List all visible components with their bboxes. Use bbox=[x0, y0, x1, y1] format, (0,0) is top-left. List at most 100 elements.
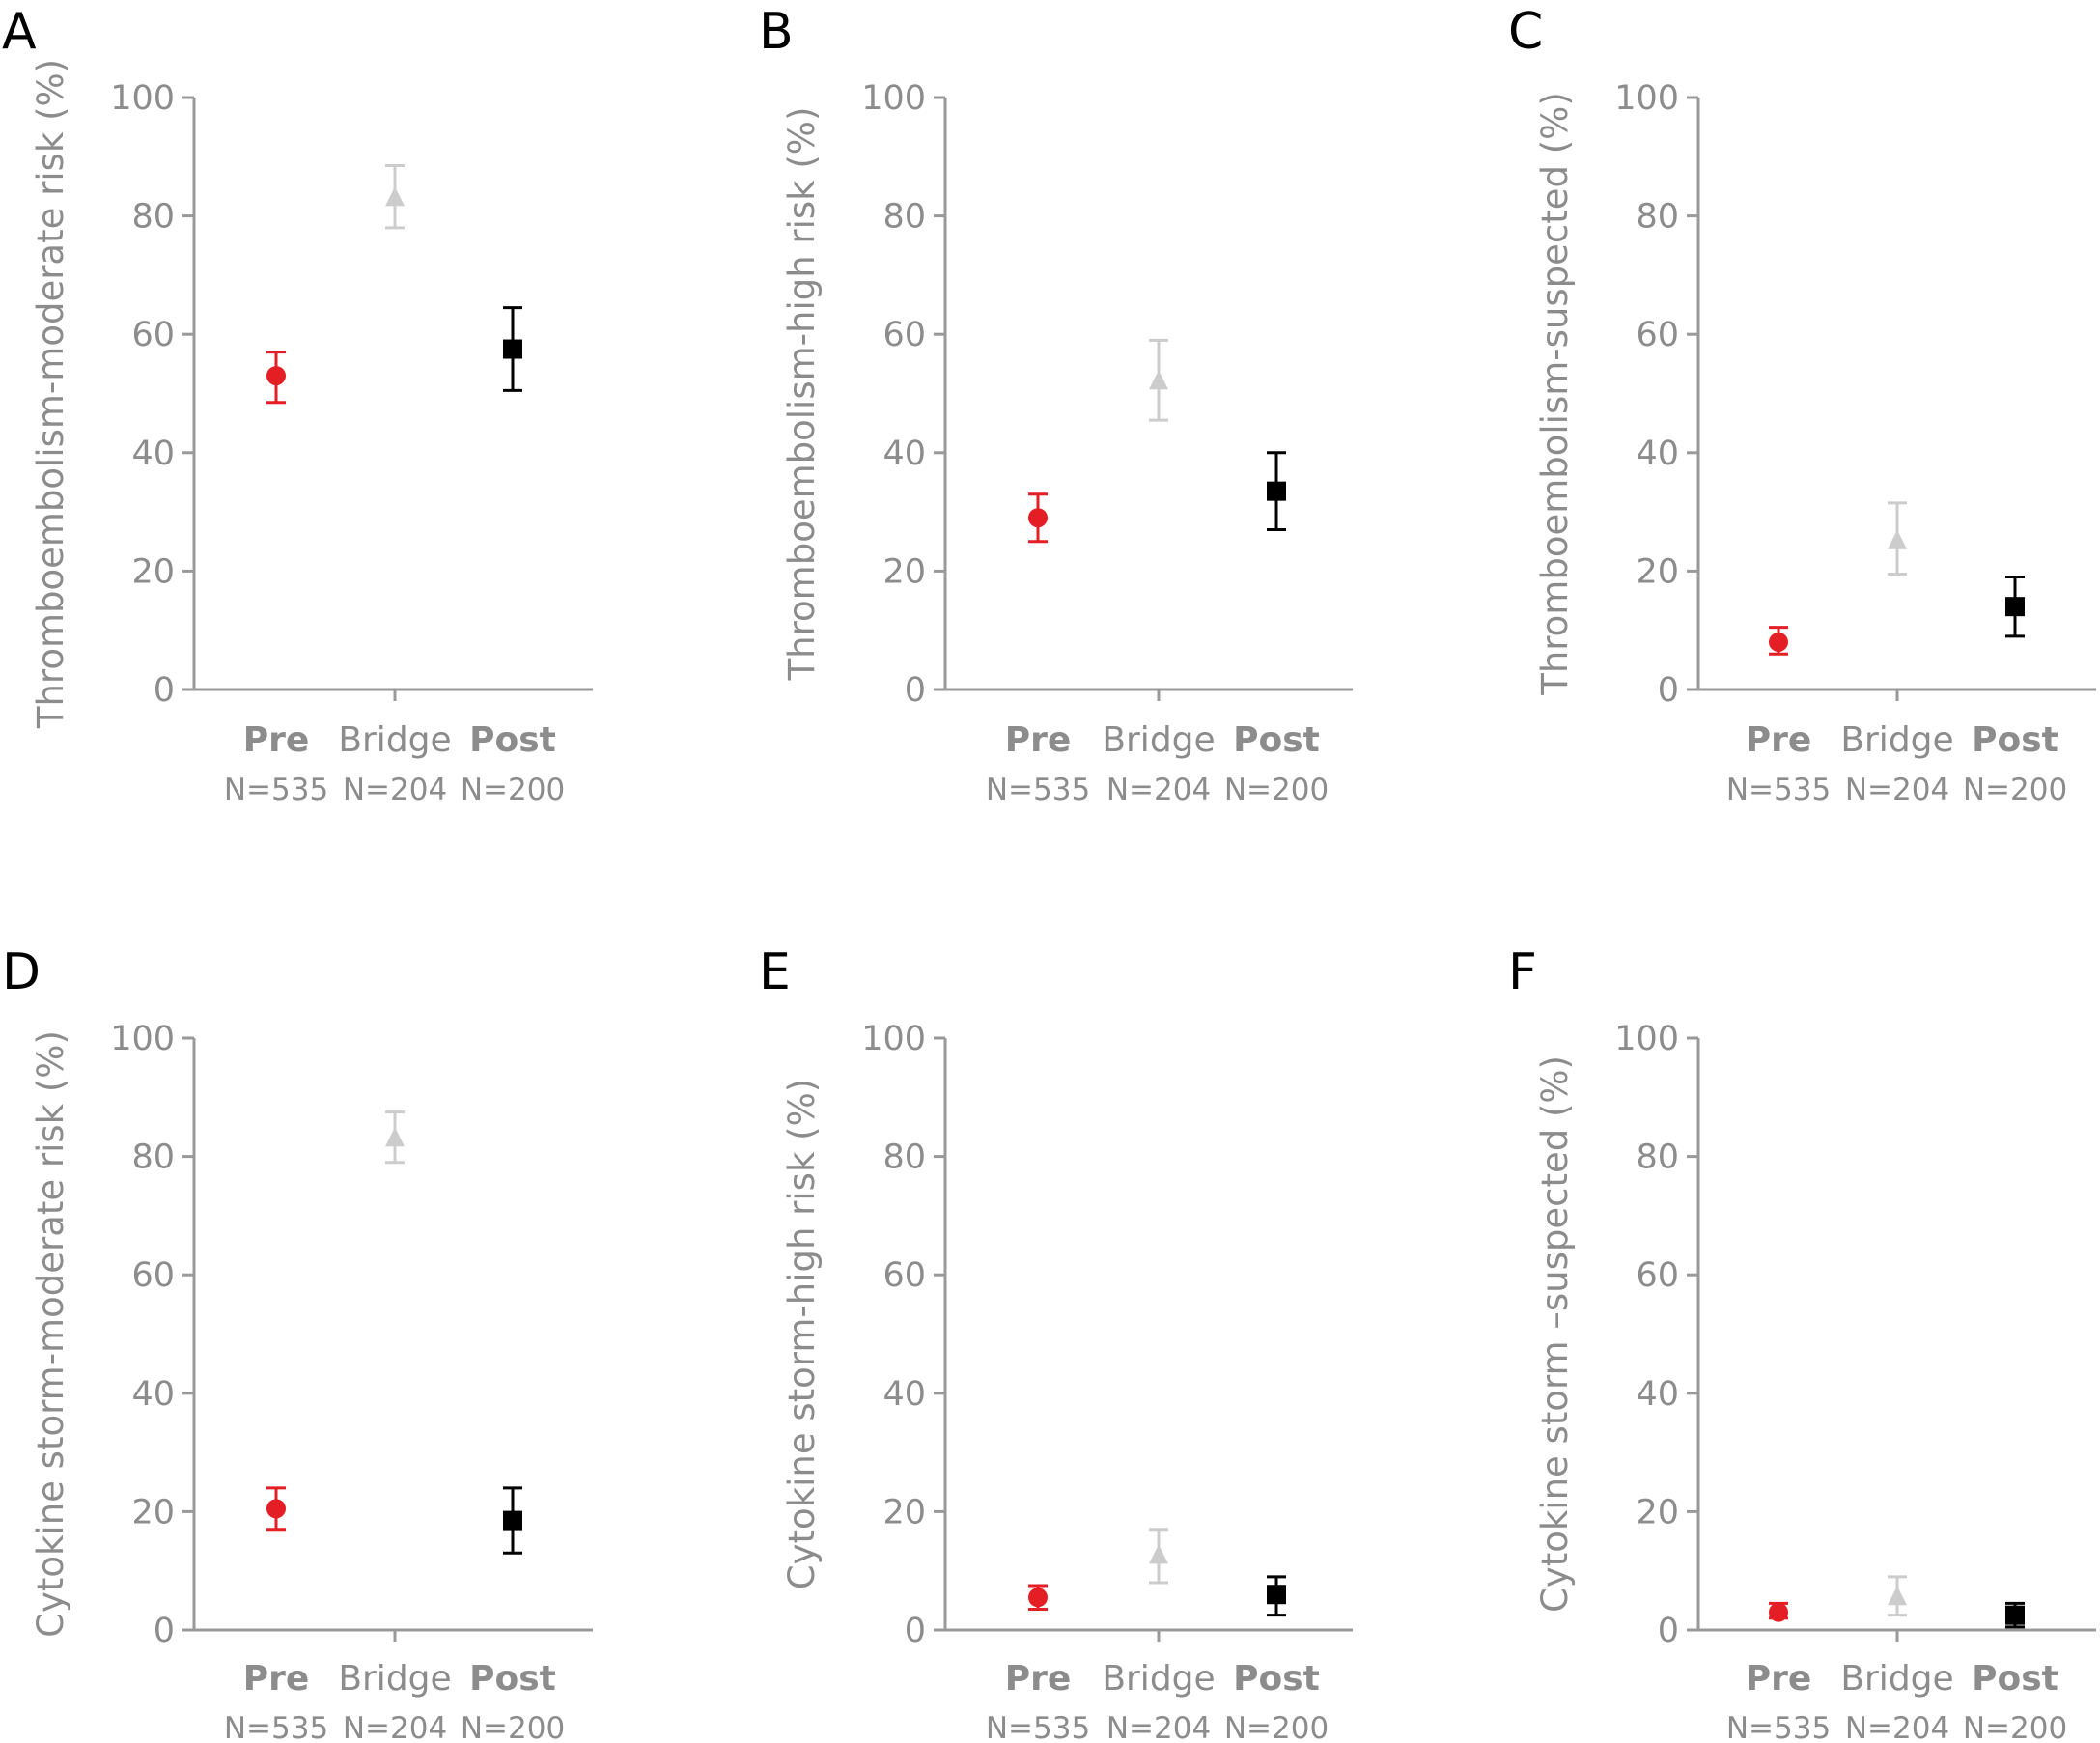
y-tick-label: 80 bbox=[1636, 198, 1679, 237]
y-tick-label: 100 bbox=[110, 79, 175, 118]
sample-size-label: N=535 bbox=[224, 1711, 328, 1743]
panel-d: D 0 20 40 60 80 100 Cytokine storm-moderate ris… bbox=[2, 943, 593, 1743]
x-category-label: Pre bbox=[243, 1659, 310, 1699]
sample-size-label: N=535 bbox=[224, 773, 328, 807]
y-tick-label: 60 bbox=[131, 316, 175, 354]
y-tick-label: 40 bbox=[1636, 435, 1679, 473]
y-tick-label: 60 bbox=[882, 1256, 926, 1295]
y-tick-label: 20 bbox=[131, 552, 175, 591]
y-tick-label: 80 bbox=[1636, 1139, 1679, 1177]
panel-label: F bbox=[1508, 943, 1537, 1001]
x-category-label: Bridge bbox=[1102, 1659, 1215, 1699]
y-tick-label: 20 bbox=[131, 1493, 175, 1532]
panel-e: E 0 20 40 60 80 100 Cytokine storm-high risk (%… bbox=[759, 943, 1353, 1743]
data-point-post bbox=[1267, 451, 1286, 531]
data-point-post bbox=[503, 1486, 522, 1555]
panel-a: A 0 20 40 60 80 100 Thromboembolism-moderate ri… bbox=[2, 3, 593, 807]
y-tick-label: 20 bbox=[882, 1493, 926, 1532]
sample-size-label: N=204 bbox=[1845, 1711, 1949, 1743]
marker-triangle bbox=[385, 186, 405, 207]
panel-b: B 0 20 40 60 80 100 Thromboembolism-high risk (… bbox=[759, 3, 1353, 807]
x-category-label: Bridge bbox=[1840, 1659, 1953, 1699]
data-point-bridge bbox=[1149, 338, 1168, 422]
marker-circle bbox=[1028, 1588, 1048, 1608]
marker-square bbox=[503, 339, 522, 359]
y-axis-label: Thromboembolism-suspected (%) bbox=[1534, 92, 1576, 696]
marker-circle bbox=[1769, 632, 1788, 652]
x-category-label: Post bbox=[1233, 720, 1320, 760]
y-tick-label: 80 bbox=[882, 1139, 926, 1177]
y-tick-label: 100 bbox=[1614, 1020, 1679, 1058]
data-point-post bbox=[1267, 1575, 1286, 1617]
marker-triangle bbox=[1149, 370, 1168, 390]
marker-triangle bbox=[1888, 529, 1907, 549]
x-category-label: Bridge bbox=[338, 720, 451, 760]
x-category-label: Bridge bbox=[1102, 720, 1215, 760]
x-category-label: Pre bbox=[243, 720, 310, 760]
x-category-label: Post bbox=[469, 1659, 556, 1699]
data-point-post bbox=[503, 306, 522, 392]
marker-square bbox=[2005, 1605, 2025, 1625]
sample-size-label: N=200 bbox=[461, 773, 565, 807]
y-axis-label: Cytokine storm-high risk (%) bbox=[781, 1079, 823, 1589]
y-tick-label: 60 bbox=[131, 1256, 175, 1295]
sample-size-label: N=204 bbox=[343, 773, 447, 807]
panel-c: C 0 20 40 60 80 100 Thromboembolism-suspected (… bbox=[1508, 3, 2096, 807]
panel-f: F 0 20 40 60 80 100 Cytokine storm –suspected (… bbox=[1508, 943, 2096, 1743]
y-tick-label: 0 bbox=[154, 671, 175, 710]
data-point-bridge bbox=[1149, 1528, 1168, 1585]
sample-size-label: N=200 bbox=[1963, 773, 2067, 807]
panel-label: E bbox=[759, 943, 791, 1001]
marker-circle bbox=[1028, 508, 1048, 528]
marker-square bbox=[2005, 597, 2025, 617]
marker-square bbox=[503, 1510, 522, 1531]
y-tick-label: 40 bbox=[882, 435, 926, 473]
marker-square bbox=[1267, 1585, 1286, 1605]
y-tick-label: 20 bbox=[1636, 1493, 1679, 1532]
y-tick-label: 0 bbox=[905, 1612, 926, 1650]
marker-triangle bbox=[385, 1127, 405, 1147]
x-category-label: Post bbox=[469, 720, 556, 760]
sample-size-label: N=204 bbox=[1845, 773, 1949, 807]
y-tick-label: 80 bbox=[882, 198, 926, 237]
y-axis-label: Cytokine storm –suspected (%) bbox=[1534, 1055, 1576, 1613]
data-point-post bbox=[2005, 1601, 2025, 1629]
marker-circle bbox=[266, 1499, 286, 1519]
sample-size-label: N=535 bbox=[1726, 1711, 1831, 1743]
sample-size-label: N=200 bbox=[1224, 1711, 1329, 1743]
sample-size-label: N=200 bbox=[1224, 773, 1329, 807]
panel-label: D bbox=[2, 943, 41, 1001]
y-tick-label: 0 bbox=[154, 1612, 175, 1650]
sample-size-label: N=204 bbox=[343, 1711, 447, 1743]
data-point-pre bbox=[266, 1486, 286, 1532]
x-category-label: Post bbox=[1972, 1659, 2058, 1699]
data-point-bridge bbox=[385, 1110, 405, 1165]
x-category-label: Pre bbox=[1005, 1659, 1072, 1699]
sample-size-label: N=200 bbox=[461, 1711, 565, 1743]
x-category-label: Pre bbox=[1746, 1659, 1812, 1699]
sample-size-label: N=535 bbox=[1726, 773, 1831, 807]
y-tick-label: 100 bbox=[861, 79, 926, 118]
data-point-bridge bbox=[1888, 1575, 1907, 1617]
y-axis-label: Thromboembolism-moderate risk (%) bbox=[30, 59, 71, 729]
data-point-pre bbox=[1769, 1601, 1788, 1622]
sample-size-label: N=204 bbox=[1106, 773, 1211, 807]
y-tick-label: 100 bbox=[861, 1020, 926, 1058]
data-point-post bbox=[2005, 576, 2025, 638]
y-axis-label: Thromboembolism-high risk (%) bbox=[781, 107, 823, 682]
x-category-label: Bridge bbox=[1840, 720, 1953, 760]
x-category-label: Bridge bbox=[338, 1659, 451, 1699]
y-tick-label: 40 bbox=[131, 435, 175, 473]
data-point-pre bbox=[266, 351, 286, 405]
sample-size-label: N=204 bbox=[1106, 1711, 1211, 1743]
panel-label: A bbox=[2, 3, 37, 61]
data-point-pre bbox=[1028, 492, 1048, 544]
marker-square bbox=[1267, 481, 1286, 501]
sample-size-label: N=535 bbox=[986, 1711, 1090, 1743]
data-point-bridge bbox=[385, 163, 405, 230]
y-tick-label: 40 bbox=[131, 1375, 175, 1414]
x-category-label: Post bbox=[1233, 1659, 1320, 1699]
data-point-pre bbox=[1769, 626, 1788, 656]
x-category-label: Post bbox=[1972, 720, 2058, 760]
y-tick-label: 60 bbox=[1636, 1256, 1679, 1295]
